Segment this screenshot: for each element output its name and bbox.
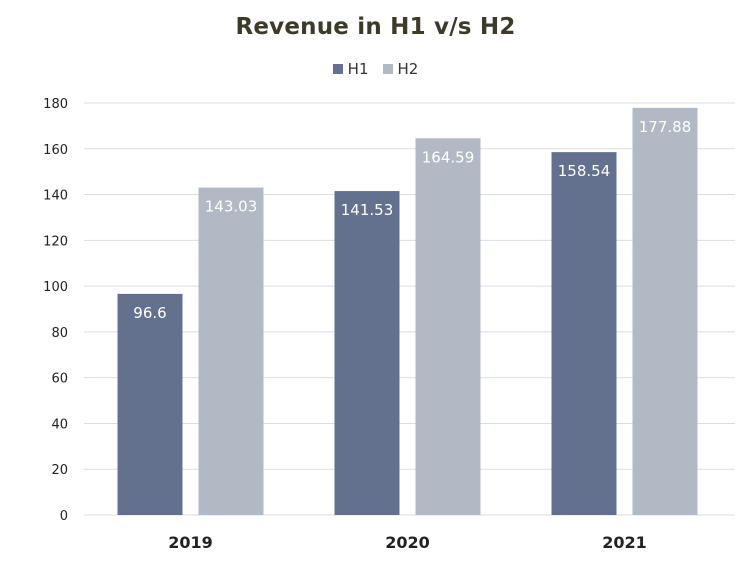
legend-swatch-h1 — [332, 64, 343, 74]
legend-item-h2: H2 — [382, 60, 419, 78]
y-tick-label: 100 — [43, 280, 68, 295]
bar-h2-2019 — [198, 187, 264, 515]
data-label-h2-2019: 143.03 — [205, 198, 258, 216]
bar-h1-2021 — [551, 152, 617, 515]
bar-h2-2021 — [632, 107, 698, 515]
legend-item-h1: H1 — [332, 60, 369, 78]
data-label-h1-2020: 141.53 — [341, 201, 394, 219]
y-tick-label: 0 — [60, 509, 68, 524]
chart-title: Revenue in H1 v/s H2 — [235, 14, 516, 40]
y-axis-ticks: 0 20 40 60 80 100 120 140 160 180 — [43, 97, 68, 524]
legend-label-h2: H2 — [397, 60, 419, 78]
legend: H1 H2 — [0, 60, 751, 78]
y-tick-label: 80 — [51, 326, 68, 341]
y-tick-label: 140 — [43, 189, 68, 204]
x-tick-label-2020: 2020 — [385, 533, 430, 552]
y-tick-label: 180 — [43, 97, 68, 112]
x-tick-label-2019: 2019 — [168, 533, 213, 552]
bar-h1-2019 — [117, 293, 183, 515]
x-tick-label-2021: 2021 — [602, 533, 647, 552]
legend-swatch-h2 — [382, 64, 393, 74]
y-tick-label: 60 — [51, 372, 68, 387]
y-tick-label: 40 — [51, 417, 68, 432]
data-label-h2-2021: 177.88 — [639, 118, 692, 136]
data-labels: 96.6 143.03 141.53 164.59 158.54 177.88 — [133, 118, 691, 322]
y-tick-label: 120 — [43, 234, 68, 249]
y-tick-label: 20 — [51, 463, 68, 478]
legend-label-h1: H1 — [347, 60, 369, 78]
data-label-h1-2019: 96.6 — [133, 304, 166, 322]
data-label-h2-2020: 164.59 — [422, 148, 475, 166]
bar-h1-2020 — [334, 191, 400, 515]
x-axis-ticks: 2019 2020 2021 — [168, 533, 647, 552]
bars — [117, 107, 698, 515]
gridlines — [84, 102, 735, 516]
data-label-h1-2021: 158.54 — [558, 162, 611, 180]
bar-h2-2020 — [415, 138, 481, 515]
y-tick-label: 160 — [43, 143, 68, 158]
